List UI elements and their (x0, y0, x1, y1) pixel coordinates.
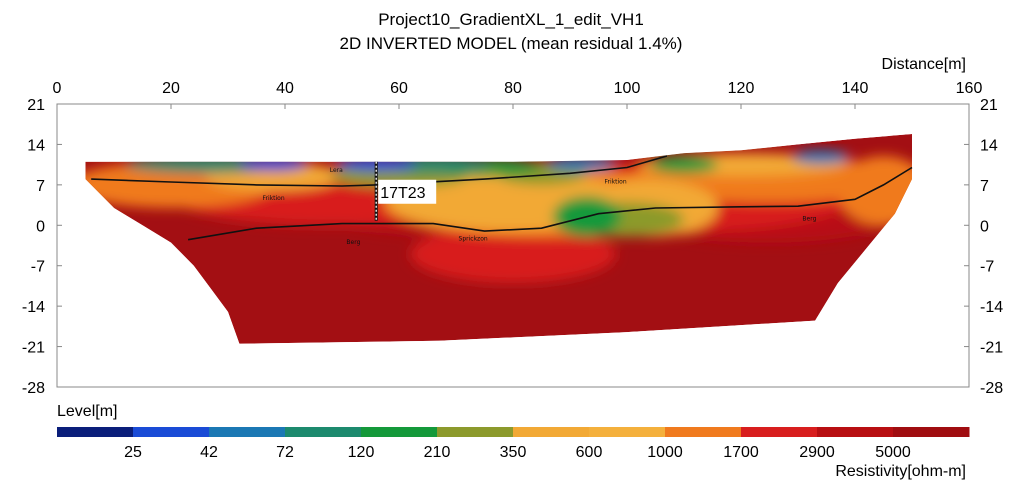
colorbar-tick-label: 72 (276, 444, 294, 461)
colorbar: 25 42 72 120 210 350 600 1000 1700 2900 5000 (57, 427, 970, 461)
borehole: 17T23 (374, 161, 437, 221)
x-tick-label: 80 (504, 80, 522, 97)
colorbar-segment (513, 427, 590, 437)
x-tick-label: 40 (276, 80, 294, 97)
y-axis-label: Level[m] (57, 403, 117, 420)
zone-labels: Lera Friktion Friktion Berg Sprickzon Berg (263, 167, 817, 246)
colorbar-label: Resistivity[ohm-m] (835, 463, 966, 480)
y-axis-ticks: 21 21 14 14 7 7 0 0 -7 -7 -14 -14 -21 -21 -28 -28 (22, 97, 1003, 397)
y-tick-label-right: 0 (980, 218, 989, 235)
y-tick-label-left: 7 (36, 178, 45, 195)
resistivity-patch (792, 150, 850, 165)
zone-label: Berg (346, 239, 360, 246)
y-tick-label-left: -21 (22, 340, 45, 357)
chart-title: Project10_GradientXL_1_edit_VH1 (378, 10, 644, 29)
x-tick-label: 100 (614, 80, 641, 97)
zone-label: Friktion (605, 179, 627, 186)
y-tick-label-right: 21 (980, 97, 998, 114)
colorbar-segment (437, 427, 514, 437)
y-tick-label-right: -14 (980, 299, 1003, 316)
y-tick-label-left: -7 (31, 259, 45, 276)
x-axis-label: Distance[m] (882, 56, 966, 73)
colorbar-segment (665, 427, 742, 437)
y-tick-label-right: 7 (980, 178, 989, 195)
colorbar-segment (893, 427, 970, 437)
colorbar-segment (285, 427, 362, 437)
colorbar-tick-label: 1000 (647, 444, 683, 461)
interpreted-line (187, 166, 913, 241)
resistivity-patch (239, 157, 308, 171)
x-tick-label: 160 (956, 80, 983, 97)
y-tick-label-right: -28 (980, 380, 1003, 397)
x-tick-label: 60 (390, 80, 408, 97)
colorbar-segment (209, 427, 286, 437)
colorbar-tick-label: 600 (576, 444, 603, 461)
colorbar-segment (361, 427, 438, 437)
colorbar-tick-label: 5000 (875, 444, 911, 461)
colorbar-tick-label: 120 (348, 444, 375, 461)
y-tick-label-left: 0 (36, 218, 45, 235)
colorbar-segment (133, 427, 210, 437)
resistivity-patch (410, 225, 616, 284)
zone-label: Berg (802, 216, 816, 223)
borehole-label-box (378, 179, 437, 204)
colorbar-tick-label: 350 (500, 444, 527, 461)
borehole-label: 17T23 (380, 185, 425, 202)
zone-label: Friktion (263, 195, 285, 202)
x-tick-label: 120 (728, 80, 755, 97)
colorbar-segment (589, 427, 666, 437)
y-tick-label-right: -7 (980, 259, 994, 276)
x-axis-ticks: 0 20 40 60 80 100 120 140 160 (53, 80, 983, 109)
colorbar-segment (817, 427, 894, 437)
zone-label: Lera (330, 167, 343, 174)
resistivity-patch (649, 155, 719, 174)
resistivity-patch (837, 155, 912, 226)
colorbar-segment (57, 427, 134, 437)
colorbar-tick-label: 42 (200, 444, 218, 461)
y-tick-label-left: 14 (27, 137, 45, 154)
x-tick-label: 0 (53, 80, 62, 97)
chart-subtitle: 2D INVERTED MODEL (mean residual 1.4%) (340, 34, 683, 53)
y-tick-label-left: -28 (22, 380, 45, 397)
y-tick-label-left: 21 (27, 97, 45, 114)
colorbar-segment (741, 427, 818, 437)
y-tick-label-left: -14 (22, 299, 45, 316)
x-tick-label: 20 (162, 80, 180, 97)
colorbar-tick-label: 2900 (799, 444, 835, 461)
zone-label: Sprickzon (459, 235, 488, 242)
colorbar-tick-label: 210 (424, 444, 451, 461)
colorbar-tick-label: 1700 (723, 444, 759, 461)
y-tick-label-right: -21 (980, 340, 1003, 357)
y-tick-label-right: 14 (980, 137, 998, 154)
colorbar-tick-label: 25 (124, 444, 142, 461)
x-tick-label: 140 (842, 80, 869, 97)
